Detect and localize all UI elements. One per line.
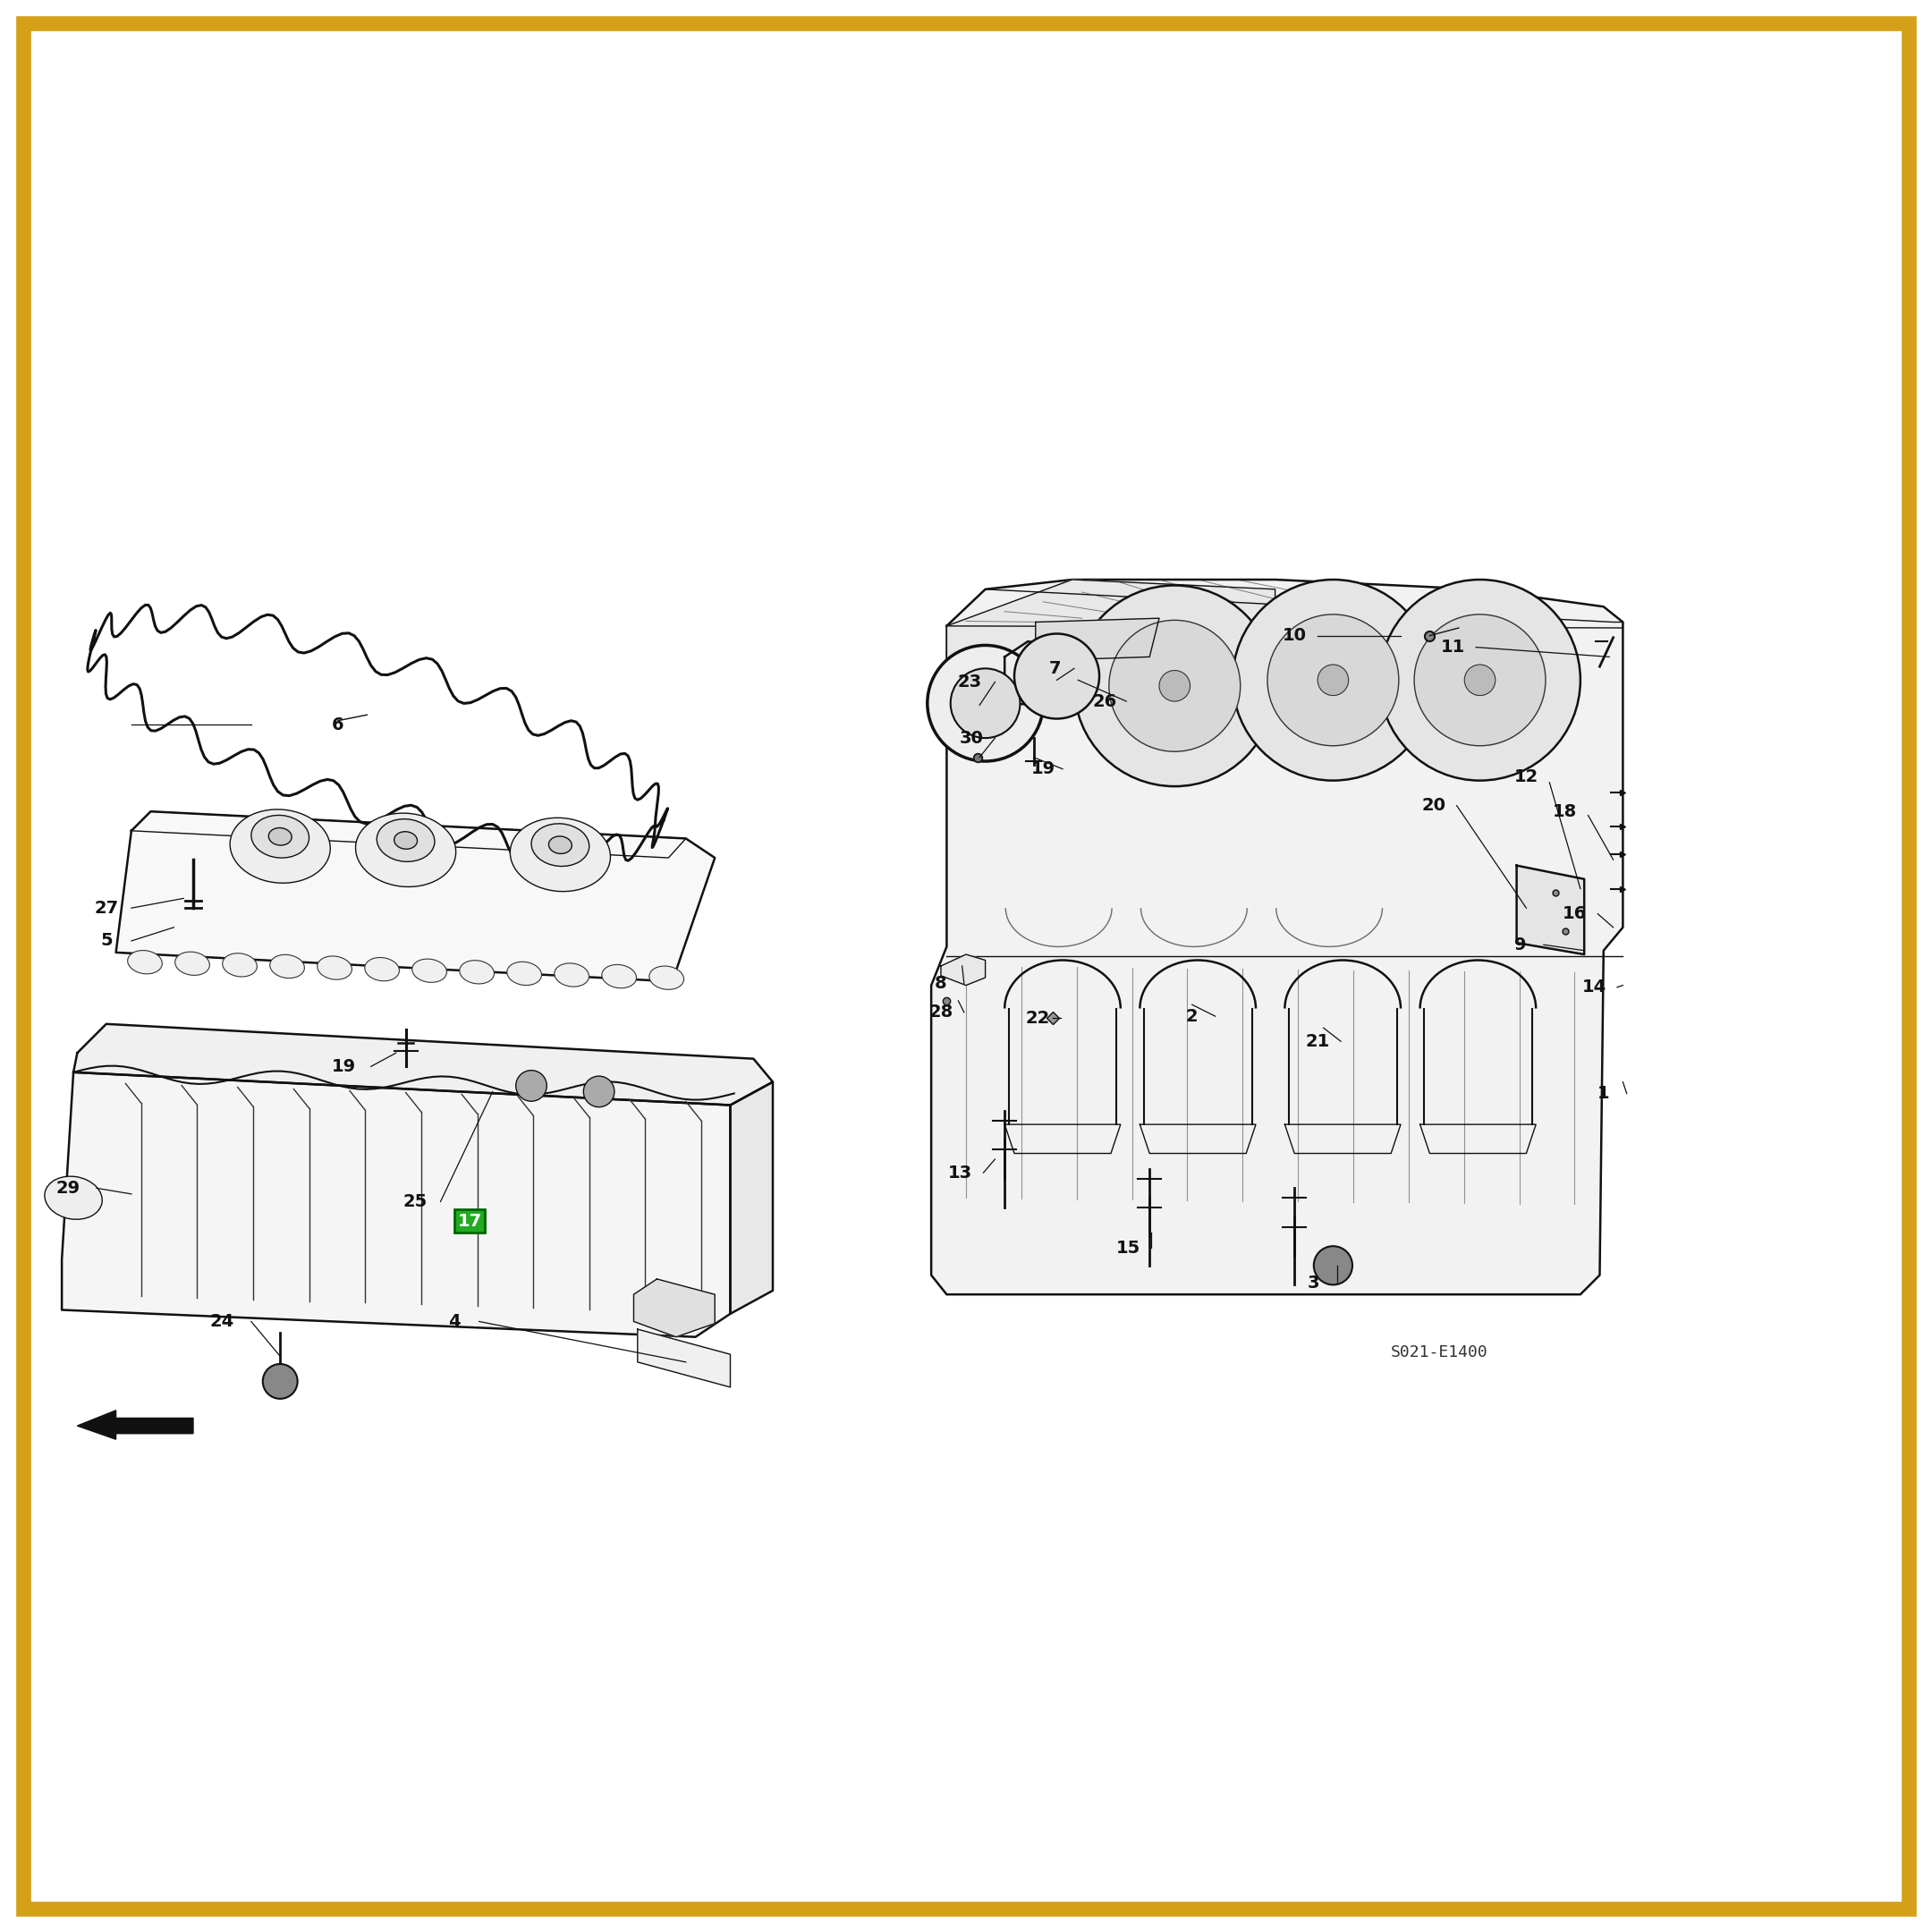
Ellipse shape xyxy=(549,837,572,854)
Ellipse shape xyxy=(44,1177,102,1219)
Ellipse shape xyxy=(394,831,417,848)
Text: 23: 23 xyxy=(958,674,981,690)
Polygon shape xyxy=(730,1082,773,1314)
Text: 19: 19 xyxy=(332,1059,355,1074)
Text: 14: 14 xyxy=(1582,980,1605,995)
Text: 24: 24 xyxy=(211,1314,234,1329)
Circle shape xyxy=(927,645,1043,761)
Polygon shape xyxy=(77,1410,193,1439)
Text: 22: 22 xyxy=(1026,1010,1049,1026)
Text: 4: 4 xyxy=(448,1314,460,1329)
Text: 21: 21 xyxy=(1306,1034,1329,1049)
Text: 18: 18 xyxy=(1553,804,1577,819)
Text: 30: 30 xyxy=(960,730,983,746)
Text: 26: 26 xyxy=(1094,694,1117,709)
Text: 9: 9 xyxy=(1515,937,1526,952)
Circle shape xyxy=(1159,670,1190,701)
Text: S021-E1400: S021-E1400 xyxy=(1391,1345,1488,1360)
Text: 2: 2 xyxy=(1186,1009,1198,1024)
Text: 28: 28 xyxy=(929,1005,952,1020)
Text: 5: 5 xyxy=(100,933,112,949)
Text: 16: 16 xyxy=(1563,906,1586,922)
Text: 7: 7 xyxy=(1049,661,1061,676)
Circle shape xyxy=(1464,665,1495,696)
Circle shape xyxy=(1379,580,1580,781)
Circle shape xyxy=(263,1364,298,1399)
Text: 1: 1 xyxy=(1598,1086,1609,1101)
Circle shape xyxy=(1314,1246,1352,1285)
Circle shape xyxy=(516,1070,547,1101)
Ellipse shape xyxy=(355,813,456,887)
Text: 8: 8 xyxy=(935,976,947,991)
Polygon shape xyxy=(62,1072,730,1337)
Circle shape xyxy=(1414,614,1546,746)
Ellipse shape xyxy=(531,823,589,866)
Polygon shape xyxy=(947,580,1275,661)
Text: 15: 15 xyxy=(1117,1240,1140,1256)
Text: 10: 10 xyxy=(1283,628,1306,643)
Circle shape xyxy=(1233,580,1434,781)
Circle shape xyxy=(1267,614,1399,746)
Ellipse shape xyxy=(269,827,292,846)
Text: 19: 19 xyxy=(1032,761,1055,777)
Circle shape xyxy=(1318,665,1349,696)
Text: 17: 17 xyxy=(458,1213,481,1229)
Polygon shape xyxy=(634,1279,715,1337)
Ellipse shape xyxy=(128,951,162,974)
Polygon shape xyxy=(116,811,715,981)
Ellipse shape xyxy=(412,958,446,981)
Text: 29: 29 xyxy=(56,1180,79,1196)
Polygon shape xyxy=(1005,641,1092,707)
Ellipse shape xyxy=(317,956,352,980)
Text: 20: 20 xyxy=(1422,798,1445,813)
Ellipse shape xyxy=(365,958,400,981)
Polygon shape xyxy=(1517,866,1584,954)
Ellipse shape xyxy=(603,964,636,987)
Polygon shape xyxy=(638,1329,730,1387)
Circle shape xyxy=(583,1076,614,1107)
Circle shape xyxy=(1074,585,1275,786)
Ellipse shape xyxy=(460,960,495,983)
Ellipse shape xyxy=(222,952,257,978)
Polygon shape xyxy=(941,954,985,985)
Text: 11: 11 xyxy=(1441,639,1464,655)
Ellipse shape xyxy=(649,966,684,989)
Circle shape xyxy=(1109,620,1240,752)
Text: 3: 3 xyxy=(1308,1275,1320,1291)
Ellipse shape xyxy=(377,819,435,862)
Circle shape xyxy=(951,668,1020,738)
Text: 27: 27 xyxy=(95,900,118,916)
Polygon shape xyxy=(1036,618,1159,661)
Ellipse shape xyxy=(554,964,589,987)
Ellipse shape xyxy=(506,962,541,985)
Text: 13: 13 xyxy=(949,1165,972,1180)
Text: 12: 12 xyxy=(1515,769,1538,784)
Text: 25: 25 xyxy=(404,1194,427,1209)
Ellipse shape xyxy=(510,817,611,891)
Polygon shape xyxy=(931,580,1623,1294)
Circle shape xyxy=(1014,634,1099,719)
Ellipse shape xyxy=(251,815,309,858)
Ellipse shape xyxy=(176,952,209,976)
Ellipse shape xyxy=(230,810,330,883)
Ellipse shape xyxy=(270,954,305,978)
Polygon shape xyxy=(73,1024,773,1105)
Text: 6: 6 xyxy=(332,717,344,732)
